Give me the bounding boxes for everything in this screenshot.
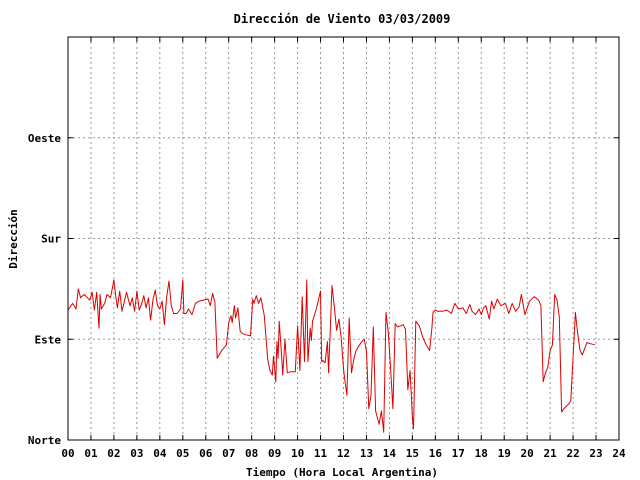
chart-title: Dirección de Viento 03/03/2009 xyxy=(234,12,451,26)
x-tick-label: 17 xyxy=(452,447,465,460)
x-tick-label: 11 xyxy=(314,447,328,460)
x-tick-label: 00 xyxy=(61,447,74,460)
x-tick-label: 01 xyxy=(84,447,98,460)
y-tick-label: Norte xyxy=(28,434,61,447)
data-layer xyxy=(67,279,596,433)
y-tick-label: Sur xyxy=(41,233,61,246)
x-tick-label: 05 xyxy=(176,447,189,460)
x-tick-label: 18 xyxy=(475,447,488,460)
x-tick-label: 14 xyxy=(383,447,397,460)
x-tick-label: 12 xyxy=(337,447,350,460)
tick-marks xyxy=(67,37,620,441)
x-tick-label: 02 xyxy=(107,447,120,460)
y-tick-label: Oeste xyxy=(28,132,61,145)
x-tick-label: 03 xyxy=(130,447,143,460)
x-axis-label: Tiempo (Hora Local Argentina) xyxy=(246,466,438,479)
x-tick-label: 06 xyxy=(199,447,213,460)
x-tick-label: 04 xyxy=(153,447,167,460)
x-tick-label: 15 xyxy=(406,447,419,460)
x-tick-label: 13 xyxy=(360,447,373,460)
wind-direction-line xyxy=(67,279,596,433)
x-tick-label: 20 xyxy=(521,447,534,460)
y-tick-label: Este xyxy=(35,333,62,346)
x-tick-label: 16 xyxy=(429,447,443,460)
x-tick-label: 19 xyxy=(498,447,511,460)
x-tick-label: 24 xyxy=(612,447,626,460)
x-tick-label: 09 xyxy=(268,447,281,460)
x-tick-labels: 00 01 02 03 04 05 06 07 08 09 10 11 12 13 14 15 16 17 18 19… xyxy=(61,447,626,460)
x-tick-label: 10 xyxy=(291,447,304,460)
x-tick-label: 08 xyxy=(245,447,258,460)
x-tick-label: 07 xyxy=(222,447,235,460)
grid-lines xyxy=(68,37,619,440)
y-axis-label: Dirección xyxy=(7,209,20,269)
y-tick-labels: Norte Este Sur Oeste xyxy=(28,132,61,447)
x-tick-label: 21 xyxy=(544,447,558,460)
x-tick-label: 23 xyxy=(589,447,602,460)
x-tick-label: 22 xyxy=(566,447,579,460)
